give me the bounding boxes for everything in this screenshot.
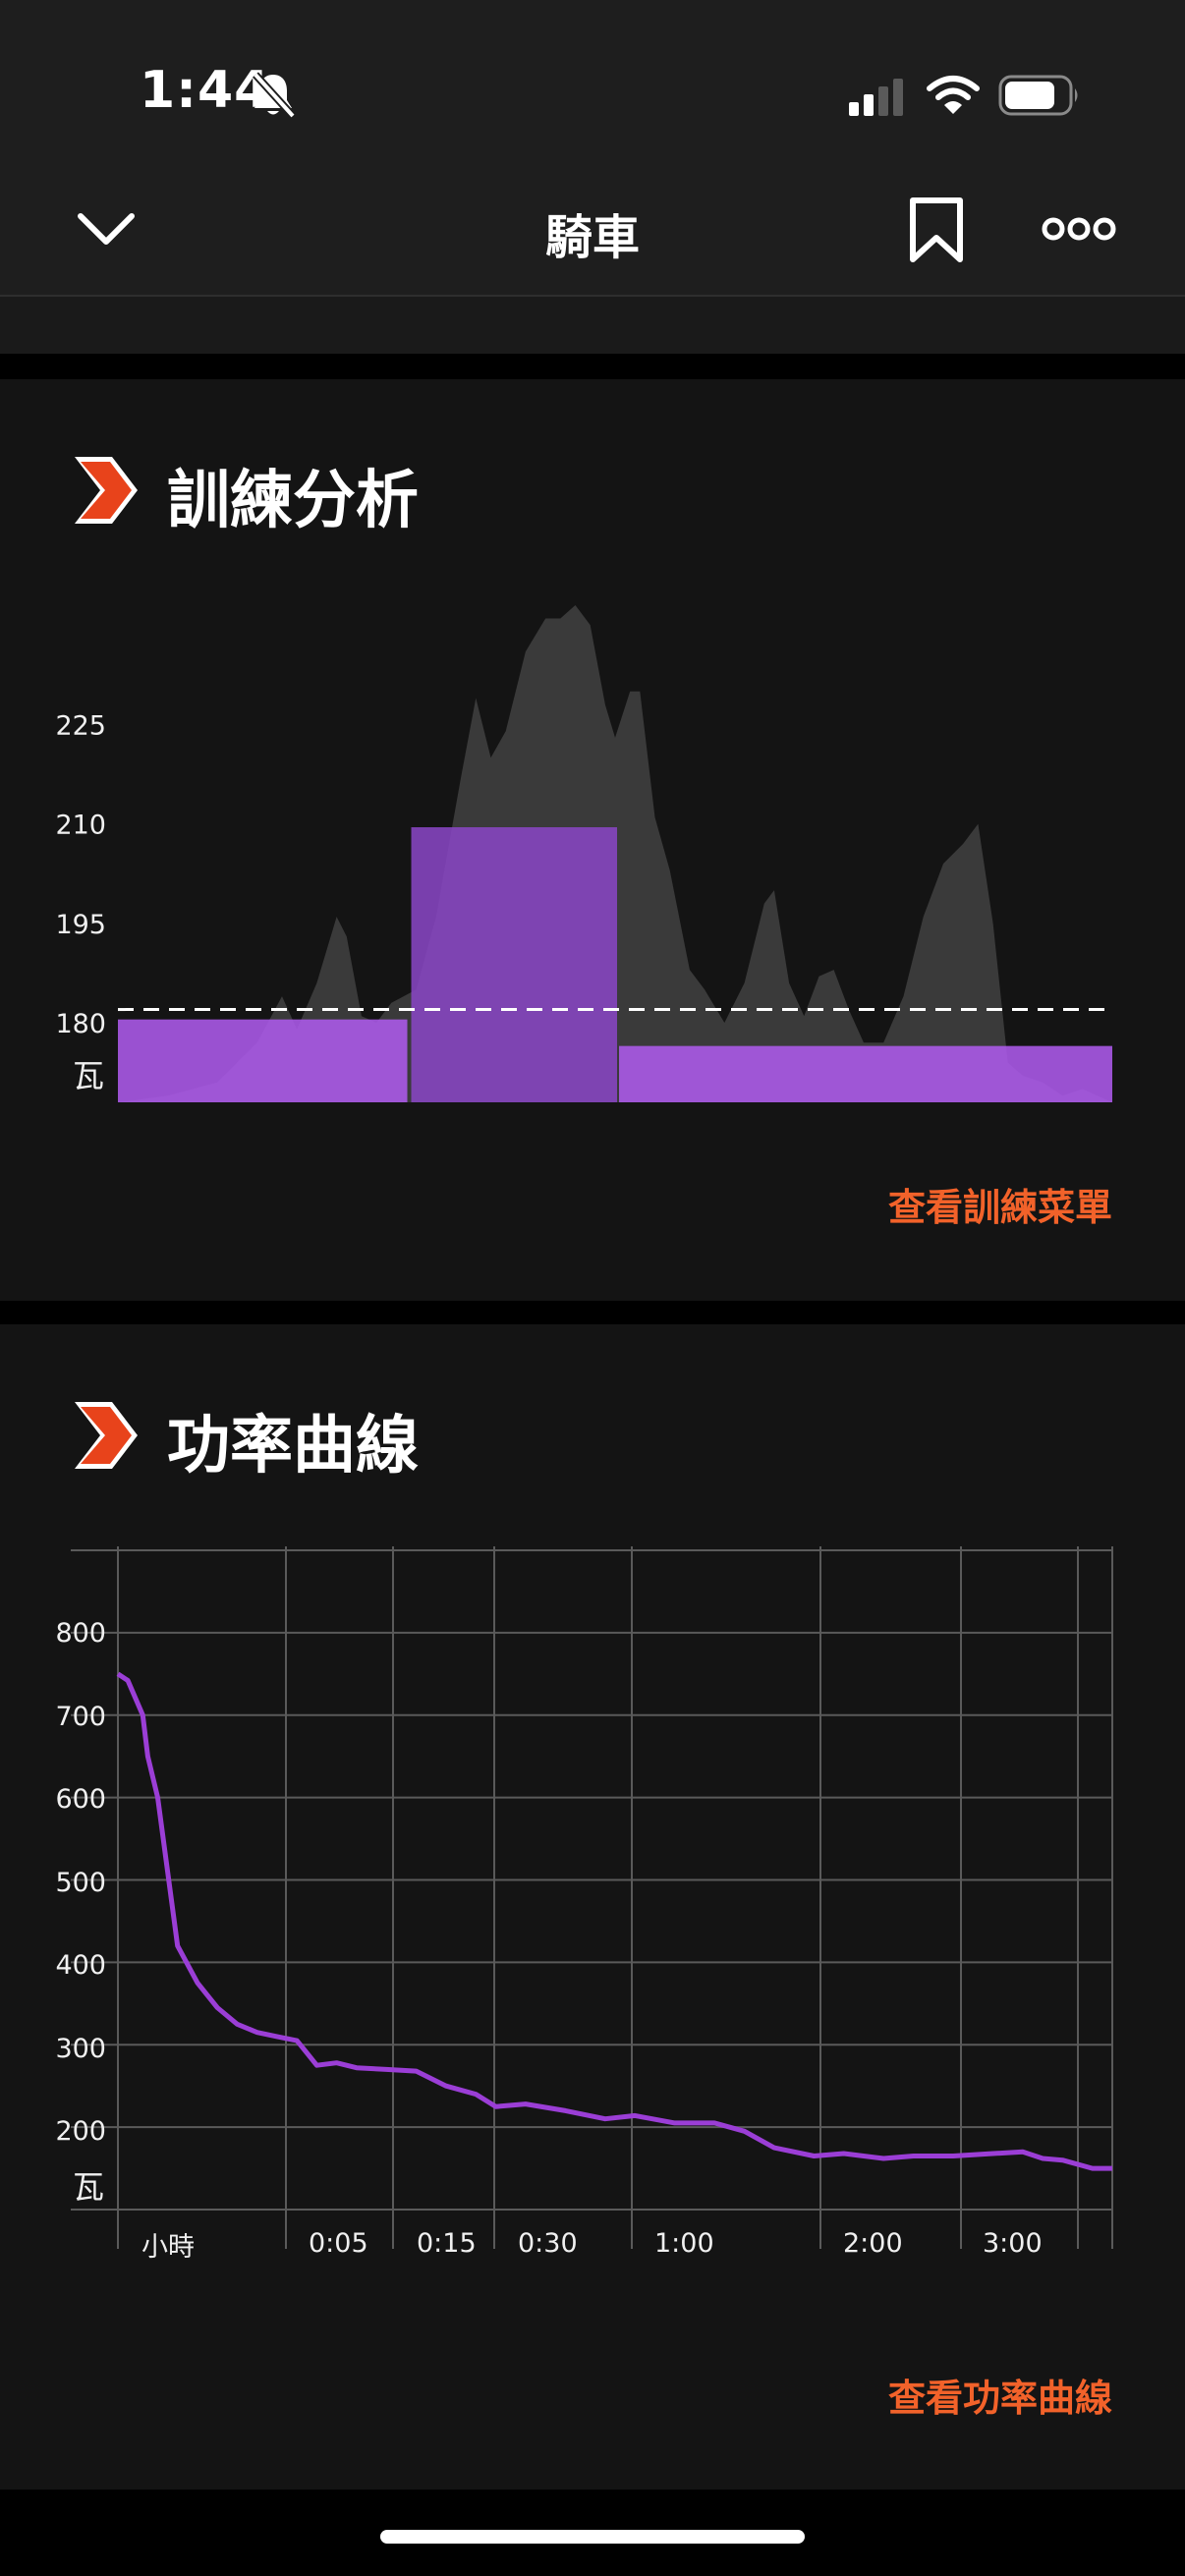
x-tick-hours: 小時 <box>141 2232 195 2263</box>
y-tick-600: 600 <box>55 1784 106 1815</box>
x-tick-2-00: 2:00 <box>843 2228 903 2259</box>
y-unit-label: 瓦 <box>73 1057 104 1094</box>
y-tick-400: 400 <box>55 1950 106 1981</box>
training-analysis-chart: 225 210 195 180 瓦 <box>55 605 1112 1102</box>
x-tick-0-30: 0:30 <box>518 2228 578 2259</box>
power-curve-line <box>116 1671 1112 2171</box>
chevron-right-icon <box>75 1402 138 1469</box>
page-title: 騎車 <box>544 210 640 265</box>
y-tick-500: 500 <box>55 1868 106 1898</box>
x-tick-3-00: 3:00 <box>983 2228 1043 2259</box>
training-analysis-card: 訓練分析 225 210 195 180 瓦 查看訓練菜單 <box>0 379 1185 1301</box>
chevron-right-icon <box>75 457 138 524</box>
power-curve-card: 功率曲線 800 700 600 500 400 300 200 瓦 小時 0:… <box>0 1324 1185 2490</box>
status-time: 1:44 <box>140 61 271 120</box>
y-tick-225: 225 <box>55 710 106 741</box>
view-power-curve-link[interactable]: 查看功率曲線 <box>887 2377 1112 2420</box>
view-workout-link[interactable]: 查看訓練菜單 <box>887 1186 1112 1229</box>
chevron-down-icon[interactable] <box>77 212 136 248</box>
previous-section-edge <box>0 297 1185 354</box>
y-tick-180: 180 <box>55 1009 106 1039</box>
bell-slash-icon <box>253 72 296 119</box>
nav-header: 騎車 <box>0 157 1185 297</box>
y-tick-210: 210 <box>55 811 106 841</box>
x-tick-0-05: 0:05 <box>309 2228 368 2259</box>
status-bar: 1:44 <box>0 0 1185 157</box>
y-tick-195: 195 <box>55 910 106 940</box>
interval-bar <box>619 1045 1112 1102</box>
more-icon[interactable] <box>1042 214 1116 244</box>
interval-bar <box>118 1019 408 1102</box>
battery-icon <box>998 75 1078 116</box>
y-tick-800: 800 <box>55 1618 106 1649</box>
interval-bar <box>411 827 618 1102</box>
training-analysis-title: 訓練分析 <box>167 465 419 537</box>
home-indicator <box>380 2530 805 2544</box>
x-tick-0-15: 0:15 <box>417 2228 477 2259</box>
bookmark-icon[interactable] <box>908 196 965 265</box>
y-unit-label: 瓦 <box>73 2168 104 2206</box>
wifi-icon <box>927 76 980 114</box>
x-tick-1-00: 1:00 <box>654 2228 714 2259</box>
power-curve-title: 功率曲線 <box>167 1410 419 1483</box>
y-tick-200: 200 <box>55 2116 106 2147</box>
cellular-signal-icon <box>849 79 903 116</box>
y-tick-700: 700 <box>55 1702 106 1732</box>
power-curve-chart: 800 700 600 500 400 300 200 瓦 小時 0:05 0:… <box>55 1546 1113 2263</box>
y-tick-300: 300 <box>55 2034 106 2064</box>
